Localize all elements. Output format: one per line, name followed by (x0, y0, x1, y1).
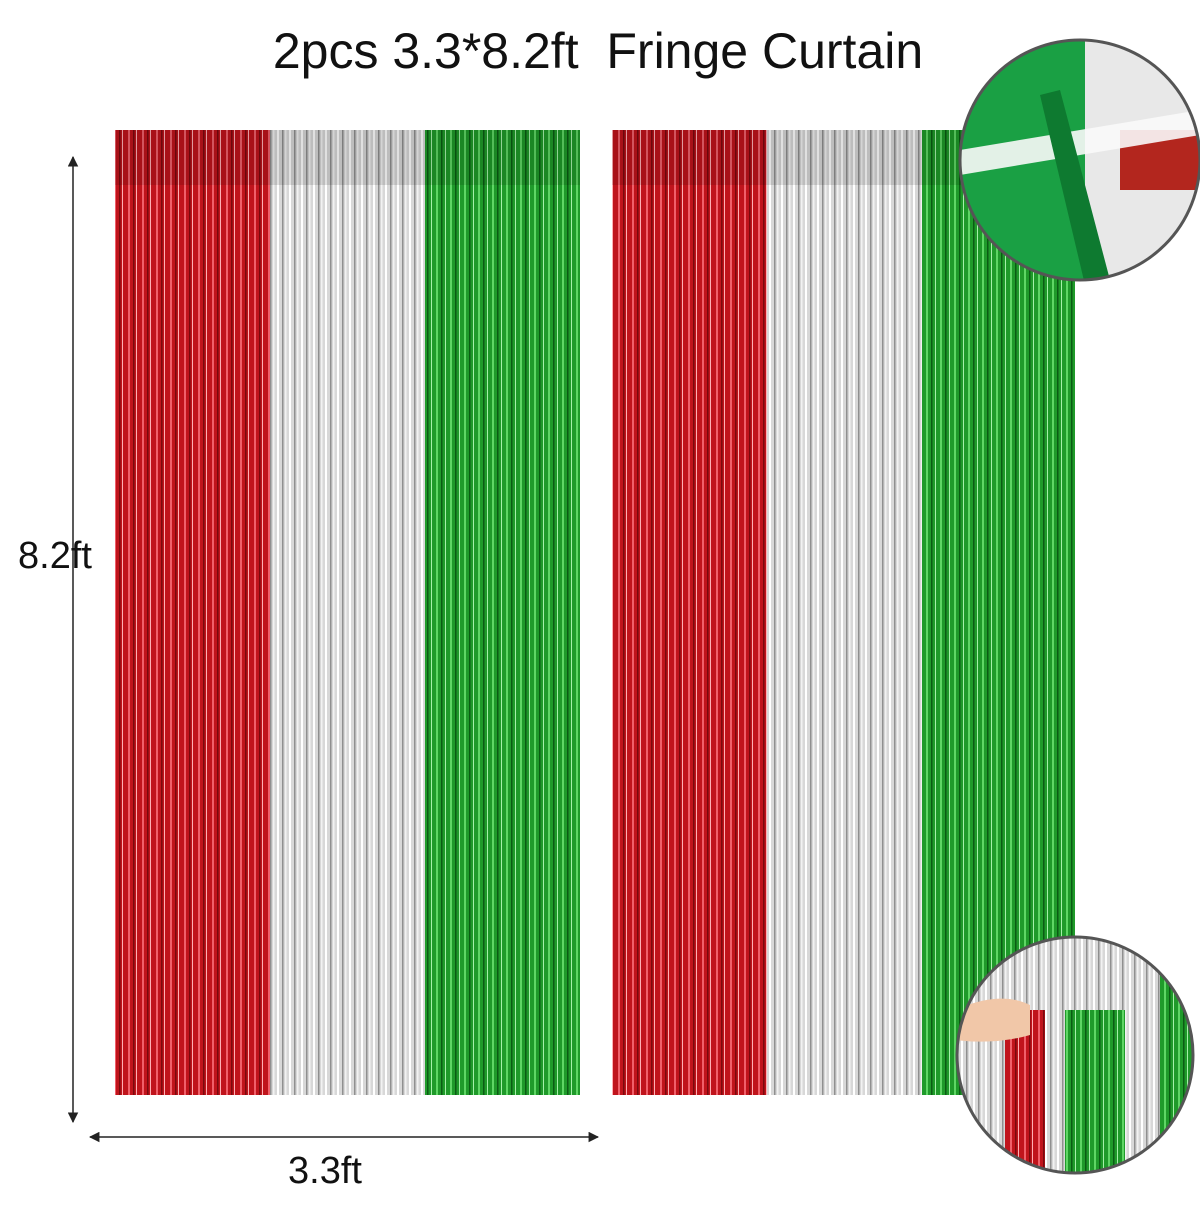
title: 2pcs 3.3*8.2ft Fringe Curtain (273, 23, 923, 79)
detail-frame (958, 38, 1200, 282)
width-label: 3.3ft (288, 1150, 362, 1192)
curtain-right (612, 130, 1075, 1095)
detail-hand (957, 937, 1193, 1173)
height-label: 8.2ft (18, 535, 92, 577)
curtain-left (115, 130, 580, 1095)
detail-frame (955, 935, 1195, 1175)
